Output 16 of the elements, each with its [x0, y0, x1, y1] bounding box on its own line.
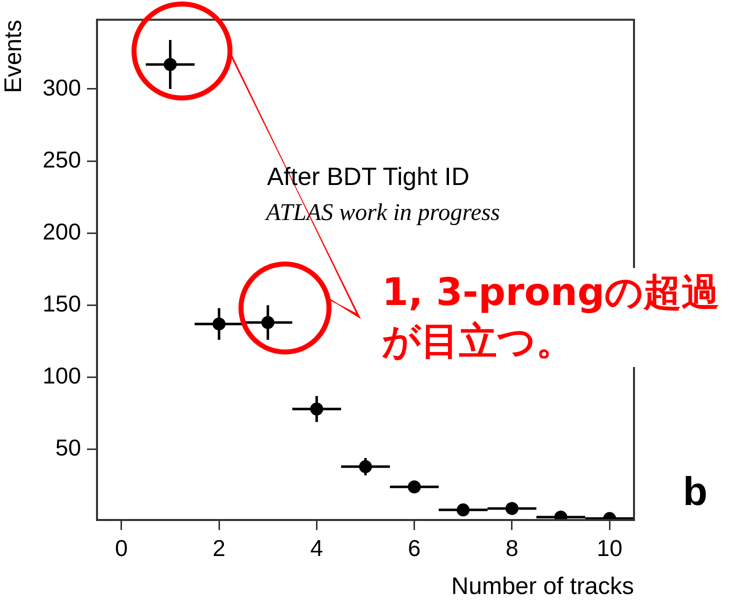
y-axis-title: Events — [0, 20, 28, 94]
x-tick-label: 8 — [506, 535, 518, 562]
y-tick-label: 200 — [42, 218, 81, 244]
x-tick-label: 2 — [212, 535, 226, 562]
x-tick-label: 0 — [115, 535, 128, 562]
y-tick-label: 100 — [42, 362, 81, 389]
x-tick-label: 10 — [596, 535, 622, 562]
x-tick-label: 6 — [408, 535, 421, 562]
x-tick-label: 4 — [310, 535, 324, 562]
annotation: 1, 3-prongの超過が目立つ。 — [382, 268, 732, 367]
y-tick-label: 50 — [55, 434, 81, 461]
text: b — [683, 470, 708, 515]
x-axis-title: Number of tracks — [451, 573, 634, 600]
y-tick-label: 150 — [42, 290, 81, 317]
y-tick-label: 250 — [42, 146, 81, 172]
y-tick-label: 300 — [42, 74, 81, 100]
